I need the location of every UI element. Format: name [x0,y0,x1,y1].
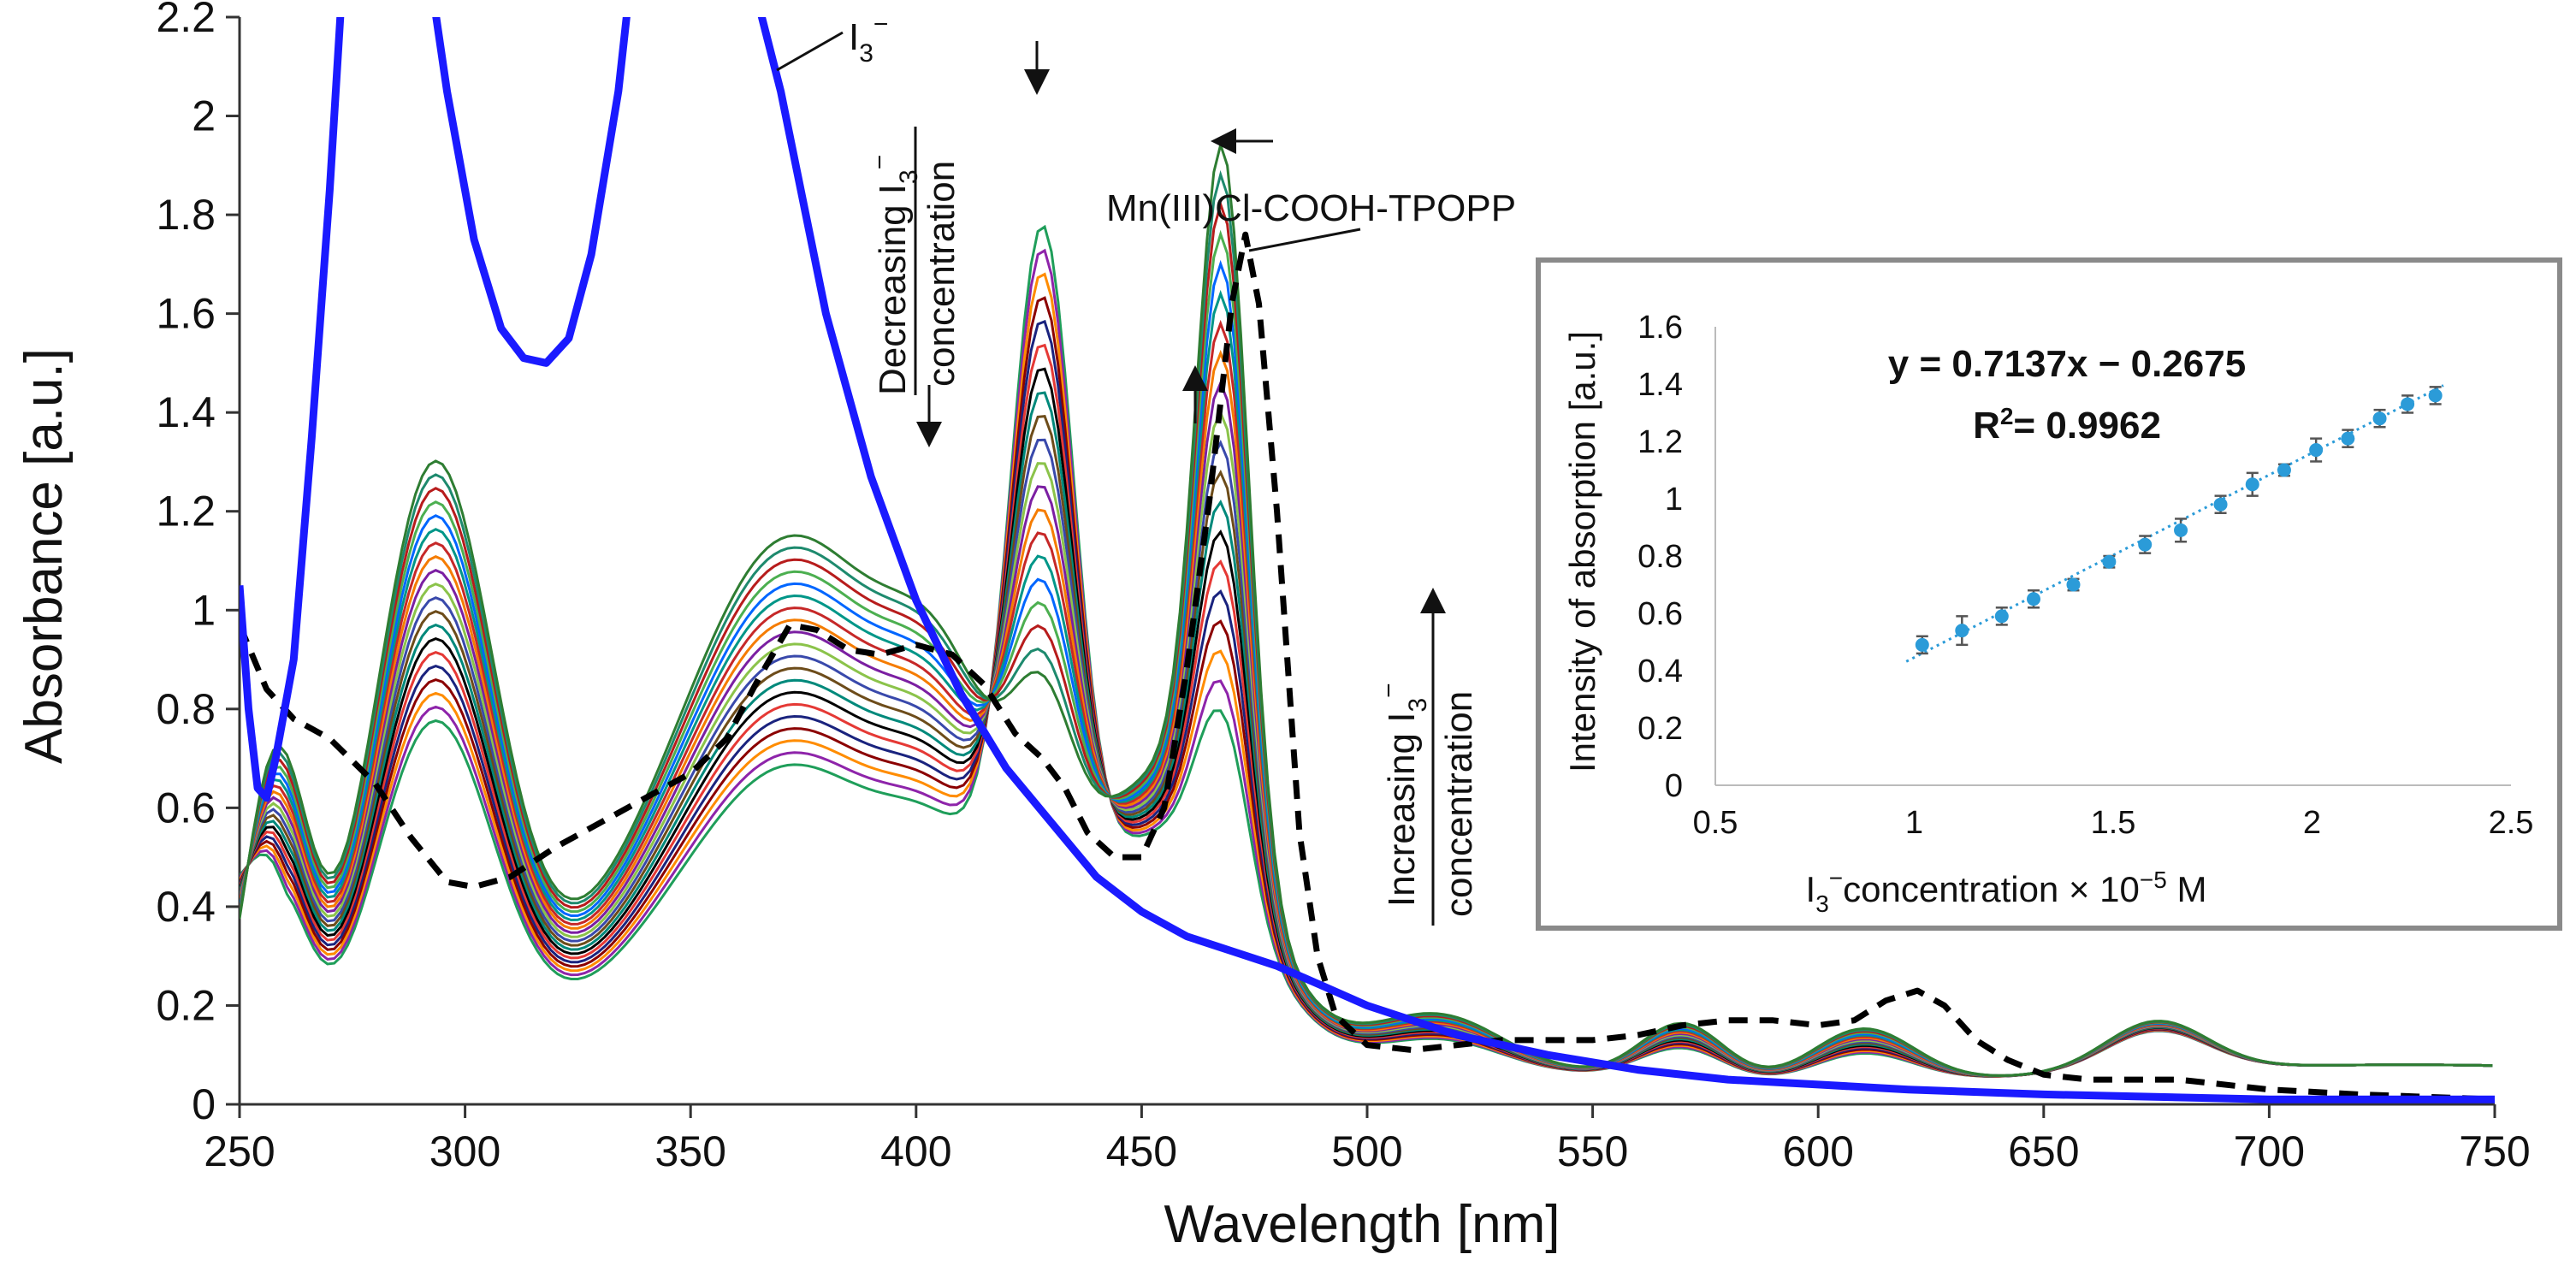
x-tick-label: 600 [1782,1127,1853,1175]
y-tick-label: 1.2 [156,488,216,535]
i3-series-line [240,17,2495,1103]
increasing-sub: 3 [1404,698,1432,713]
inset-x-i: I [1806,869,1816,909]
inset-x-rest: concentration × 10 [1843,869,2140,909]
inset-points [1905,384,2444,663]
y-axis-title: Absorbance [a.u.] [15,348,74,764]
inset-x-unit: M [2176,869,2206,909]
inset-data-point [2372,411,2387,426]
inset-data-point [2174,523,2188,537]
y-tick-label: 1.4 [156,388,216,436]
increasing-annotation: Increasing I3− concentration [1375,588,1480,926]
i3-label: I [849,16,859,58]
inset-data-point [2428,388,2443,403]
decreasing-sub: 3 [895,169,923,184]
inset-y-tick-label: 0.4 [1637,654,1683,689]
y-tick-label: 2.2 [156,0,216,41]
i3-spectrum [240,17,2495,1103]
decreasing-label: Decreasing I [872,184,914,395]
porphyrin-series-line [240,231,2495,1103]
inset-y-tick-label: 0.6 [1637,596,1683,632]
y-tick-label: 0.8 [156,685,216,733]
porphyrin-spectrum [240,231,2495,1103]
titration-series [240,139,2493,1078]
r2-label: R [1973,405,2000,447]
i3-annotation: I3− [776,10,888,72]
inset-x-tick-label: 1 [1905,805,1923,841]
y-tick-label: 1.8 [156,191,216,239]
inset-data-point [2245,477,2259,492]
y-tick-label: 1 [192,586,216,634]
inset-data-point [2277,463,2291,477]
inset-equation: y = 0.7137x − 0.2675 [1888,343,2246,385]
inset-frame [1536,257,2562,931]
r2-value: = 0.9962 [2013,405,2161,447]
inset-y-tick-label: 1.2 [1637,424,1683,460]
inset-x-tick-label: 2 [2303,805,2321,841]
y-tick-label: 0.2 [156,981,216,1029]
x-tick-label: 400 [880,1127,951,1175]
calibration-inset: 0.5 1 1.5 2 2.5 0 0.2 0.4 0.6 0.8 1 1.2 1.4 1.6 y = 0… [1536,257,2562,931]
x-tick-label: 650 [2008,1127,2079,1175]
inset-x-title: I3−concentration × 10−5 M [1806,865,2207,917]
inset-data-point [2309,443,2324,458]
x-axis-title: Wavelength [nm] [1164,1195,1560,1254]
y-tick-label: 0.4 [156,883,216,931]
x-tick-label: 550 [1557,1127,1628,1175]
increasing-label: Increasing I [1381,713,1423,907]
inset-y-tick-label: 0 [1665,768,1683,804]
inset-x-sub: 3 [1815,890,1829,917]
inset-y-tick-label: 1 [1665,482,1683,518]
y-tick-label: 1.6 [156,290,216,338]
decreasing-sup: − [866,155,894,170]
y-tick-label: 2 [192,92,216,140]
r2-exp: 2 [2000,403,2014,429]
inset-data-point [2341,431,2355,446]
x-tick-label: 350 [654,1127,725,1175]
decreasing-label-2: concentration [921,161,962,387]
increasing-label-2: concentration [1438,691,1480,917]
i3-label-sup: − [873,10,889,38]
y-tick-label: 0 [192,1080,216,1128]
inset-x-tick-label: 0.5 [1693,805,1738,841]
inset-trendline [1905,384,2444,663]
svg-text:Increasing I3−: Increasing I3− [1375,683,1432,907]
x-tick-label: 250 [204,1127,275,1175]
inset-data-point [2138,537,2153,552]
x-tick-label: 750 [2459,1127,2530,1175]
inset-x-exp: −5 [2140,867,2167,893]
inset-y-tick-label: 1.6 [1637,310,1683,346]
inset-y-tick-label: 0.8 [1637,539,1683,575]
inset-y-tick-label: 1.4 [1637,367,1683,403]
inset-r2: R2= 0.9962 [1973,403,2161,447]
inset-y-tick-label: 0.2 [1637,711,1683,747]
x-tick-label: 500 [1331,1127,1402,1175]
increasing-sup: − [1375,683,1403,698]
inset-data-point [2102,554,2117,569]
x-tick-label: 700 [2234,1127,2305,1175]
x-tick-label: 300 [429,1127,500,1175]
inset-x-tick-label: 2.5 [2489,805,2534,841]
x-tick-label: 450 [1106,1127,1177,1175]
main-axes: 250 300 350 400 450 500 550 600 650 700 750 0 0.2 0.4… [156,0,2530,1175]
inset-data-point [1915,637,1929,652]
inset-x-sup: − [1829,865,1843,891]
inset-y-title: Intensity of absorption [a.u.] [1562,331,1602,772]
inset-data-point [2027,592,2040,606]
porphyrin-annotation: Mn(III)Cl-COOH-TPOPP [1106,128,1516,252]
inset-data-point [2401,397,2415,411]
inset-data-point [1955,624,1969,638]
i3-label-sub: 3 [859,39,873,68]
inset-data-point [2213,497,2228,512]
decreasing-annotation: Decreasing I3− concentration [866,41,1208,447]
inset-data-point [2066,577,2081,592]
porphyrin-label: Mn(III)Cl-COOH-TPOPP [1106,187,1516,229]
inset-axes: 0.5 1 1.5 2 2.5 0 0.2 0.4 0.6 0.8 1 1.2 1.4 1.6 [1637,310,2533,841]
y-tick-label: 0.6 [156,784,216,831]
inset-data-point [1994,609,2009,624]
svg-text:I3−: I3− [849,10,888,68]
titration-series-line [240,139,2493,1077]
inset-x-tick-label: 1.5 [2091,805,2136,841]
